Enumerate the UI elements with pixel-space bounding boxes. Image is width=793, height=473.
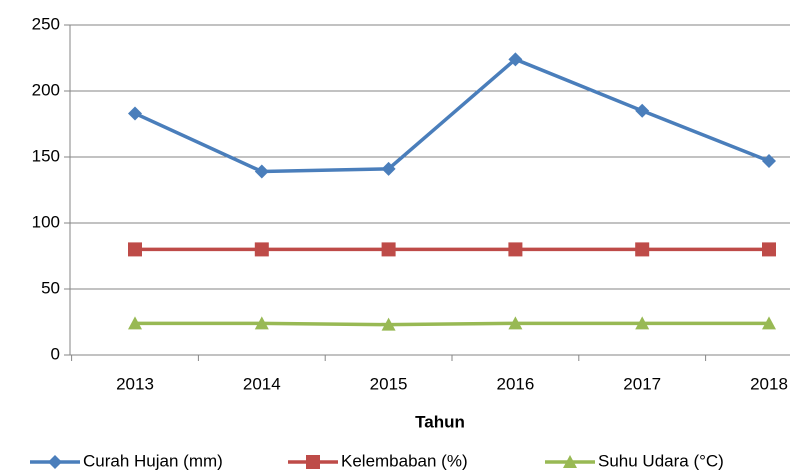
x-tick-label: 2013: [116, 374, 154, 393]
marker: [508, 316, 523, 330]
x-axis-label: Tahun: [415, 412, 465, 431]
marker: [254, 242, 269, 257]
marker: [381, 317, 396, 331]
marker: [635, 242, 650, 257]
marker: [635, 103, 650, 118]
marker: [762, 153, 776, 168]
x-tick-label: 2016: [496, 374, 534, 393]
marker: [563, 455, 577, 468]
x-tick-label: 2018: [750, 374, 788, 393]
y-tick-label: 250: [32, 14, 60, 33]
marker: [635, 316, 650, 330]
marker: [762, 242, 776, 257]
line: [134, 57, 770, 174]
legend-label: Suhu Udara (°C): [598, 451, 724, 470]
marker: [508, 242, 523, 257]
marker: [254, 164, 269, 179]
x-tick-label: 2014: [243, 374, 281, 393]
y-tick-label: 0: [51, 344, 60, 363]
marker: [381, 161, 396, 176]
x-tick-label: 2015: [370, 374, 408, 393]
x-tick-label: 2017: [623, 374, 661, 393]
legend-label: Kelembaban (%): [341, 451, 468, 470]
marker: [508, 52, 523, 67]
y-tick-label: 150: [32, 146, 60, 165]
marker: [381, 242, 396, 257]
y-tick-label: 100: [32, 212, 60, 231]
y-tick-label: 50: [41, 278, 60, 297]
line: [135, 321, 769, 327]
marker: [128, 316, 142, 330]
marker: [48, 455, 62, 469]
marker: [254, 316, 269, 330]
y-tick-label: 200: [32, 80, 60, 99]
marker: [128, 106, 142, 121]
marker: [762, 316, 776, 330]
legend-label: Curah Hujan (mm): [83, 451, 223, 470]
marker: [306, 455, 320, 469]
marker: [128, 242, 142, 257]
